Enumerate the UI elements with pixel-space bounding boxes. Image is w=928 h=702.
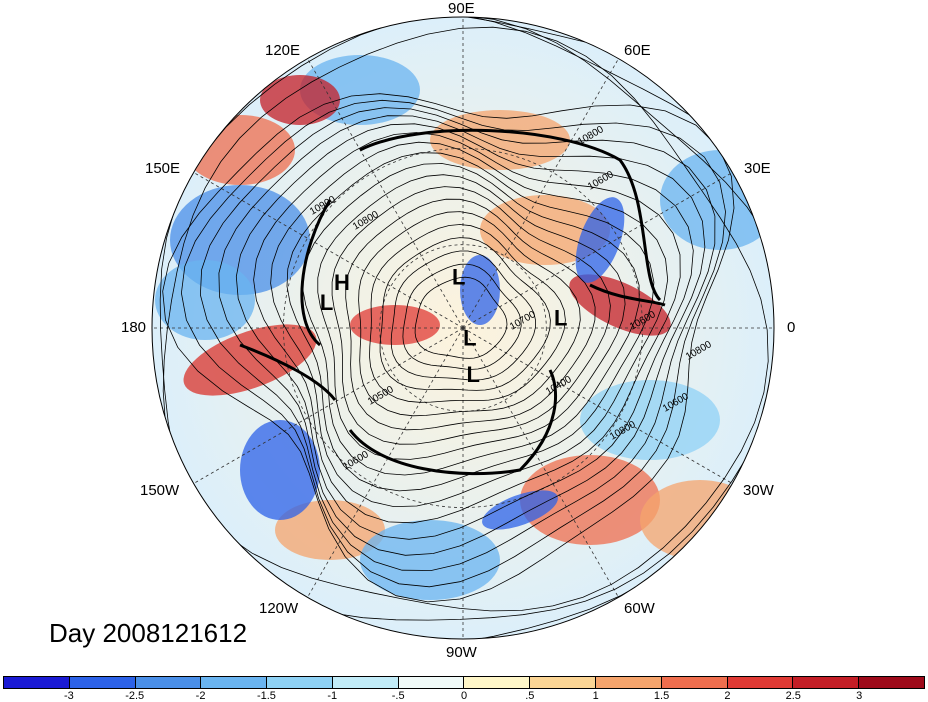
day-label: Day 2008121612 <box>49 618 248 648</box>
anomaly-blob <box>183 324 317 396</box>
colorbar-segment <box>793 677 860 688</box>
pressure-center-l: L <box>320 290 333 315</box>
colorbar-tick-label: 1 <box>592 690 599 702</box>
lon-label-60w: 60W <box>624 600 655 617</box>
meridian-line <box>193 327 464 484</box>
colorbar-segment <box>596 677 662 688</box>
colorbar-tick-label: -.5 <box>391 690 405 702</box>
jet-contour <box>239 343 337 401</box>
anomaly-blob <box>275 500 385 560</box>
contour-line <box>180 99 726 588</box>
latitude-circle <box>379 244 547 412</box>
colorbar-tick-label: 0 <box>460 690 468 702</box>
anomaly-blob <box>575 197 625 283</box>
meridian-line <box>462 327 733 484</box>
lon-label-150e: 150E <box>145 160 181 177</box>
colorbar-segment <box>267 677 333 688</box>
lon-label-30e: 30E <box>744 160 771 177</box>
pressure-center-l: L <box>467 362 480 387</box>
lon-label-180: 180 <box>121 319 147 336</box>
colorbar-segment <box>530 677 597 688</box>
pressure-center-l: L <box>452 265 465 290</box>
anomaly-blob <box>430 110 570 170</box>
anomaly-blob <box>580 380 720 460</box>
meridian-line <box>193 172 464 329</box>
contour-line <box>402 263 522 370</box>
meridian-line <box>462 172 733 329</box>
colorbar-segment <box>201 677 268 688</box>
contour-line <box>270 141 669 508</box>
lon-label-90e: 90E <box>448 0 475 17</box>
lon-label-90w: 90W <box>446 644 477 661</box>
contour-line <box>345 198 596 431</box>
anomaly-blob <box>155 260 255 340</box>
colorbar-segment <box>69 677 136 688</box>
contour-line <box>235 123 694 540</box>
colorbar-tick-label: 2.5 <box>785 690 801 702</box>
contour-line <box>286 152 655 492</box>
jet-contour <box>300 199 332 347</box>
colorbar-segment <box>464 677 531 688</box>
globe-border <box>151 16 775 640</box>
contour-line <box>358 211 581 417</box>
pressure-center-h: H <box>334 270 350 295</box>
anomaly-blob <box>350 305 440 345</box>
contour-line <box>302 163 640 476</box>
anomaly-blob <box>360 520 500 600</box>
lon-label-150w: 150W <box>140 482 180 499</box>
lon-label-0: 0 <box>787 319 796 336</box>
lon-label-30w: 30W <box>743 482 774 499</box>
colorbar-tick-label: -1.5 <box>256 690 276 702</box>
contour-line <box>159 17 774 621</box>
contour-line <box>390 250 536 381</box>
colorbar-segment <box>332 677 399 688</box>
contour-line <box>253 132 681 524</box>
contour-line <box>379 237 551 391</box>
anomaly-blob <box>520 455 660 545</box>
colorbar-segment <box>4 677 70 688</box>
anomaly-blob <box>260 75 340 125</box>
meridian-line <box>307 58 464 329</box>
colorbar-segment <box>661 677 728 688</box>
meridian-line <box>307 327 464 598</box>
colorbar-tick-label: -3 <box>63 690 74 702</box>
lon-label-120e: 120E <box>265 42 301 59</box>
contour-line <box>414 276 508 359</box>
colorbar-tick-label: -2.5 <box>125 690 145 702</box>
colorbar <box>3 676 925 689</box>
colorbar-tick-label: -1 <box>327 690 338 702</box>
jet-contour <box>589 283 666 307</box>
anomaly-blob <box>640 480 760 560</box>
meridian-line <box>462 58 619 329</box>
contour-line <box>162 93 735 603</box>
colorbar-tick-label: 3 <box>856 690 863 702</box>
meridian-line <box>462 327 619 598</box>
colorbar-tick-label: -2 <box>195 690 206 702</box>
contour-line <box>369 224 566 403</box>
colorbar-segment <box>135 677 202 688</box>
jet-contour <box>348 369 557 476</box>
pressure-center-l: L <box>463 326 476 351</box>
colorbar-segment <box>727 677 794 688</box>
lon-label-120w: 120W <box>259 600 299 617</box>
anomaly-blob <box>569 274 671 336</box>
pressure-center-l: L <box>554 305 567 330</box>
anomaly-blob <box>482 490 558 530</box>
contour-line <box>218 115 706 556</box>
colorbar-segment <box>859 677 924 688</box>
contour-line <box>317 174 626 460</box>
colorbar-tick-label: .5 <box>525 690 535 702</box>
jet-contour <box>359 128 662 302</box>
colorbar-tick-label: 1.5 <box>653 690 670 702</box>
anomaly-blob <box>460 255 500 325</box>
lon-label-60e: 60E <box>624 42 651 59</box>
colorbar-tick-label: 2 <box>724 690 731 702</box>
contour-line <box>331 186 611 445</box>
anomaly-blob <box>185 115 295 185</box>
jet-contours <box>239 128 666 476</box>
contour-line <box>162 26 769 612</box>
colorbar-segment <box>398 677 465 688</box>
